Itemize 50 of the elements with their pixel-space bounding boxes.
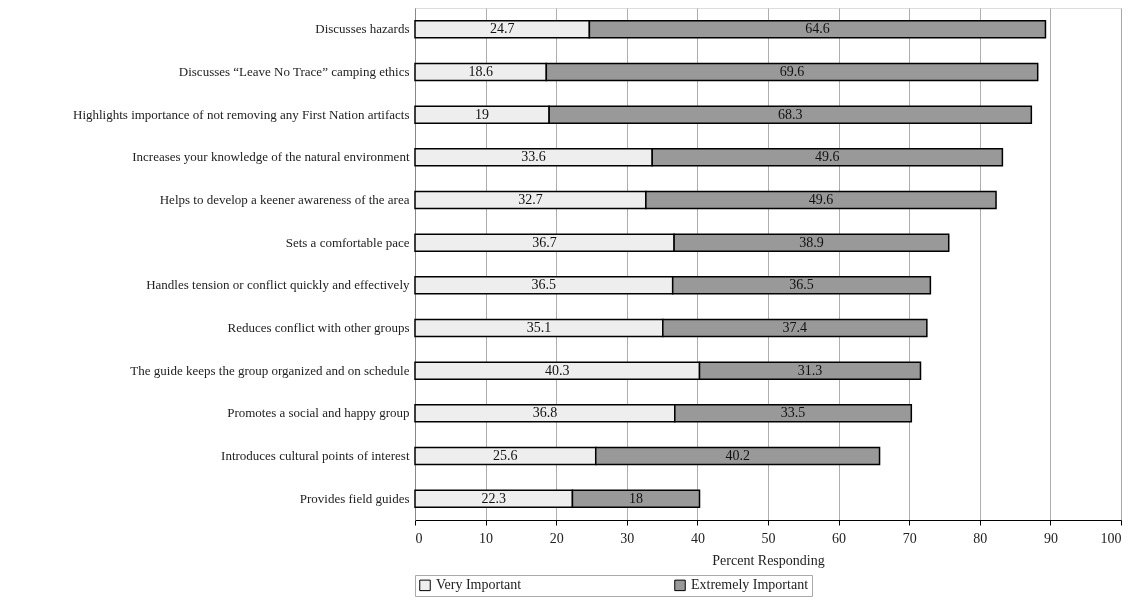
y-tick-label: Introduces cultural points of interest bbox=[221, 448, 410, 463]
y-tick-label: Sets a comfortable pace bbox=[285, 234, 410, 250]
x-tick-label: 20 bbox=[549, 530, 564, 546]
data-label: 33.6 bbox=[521, 149, 546, 165]
x-tick-label: 80 bbox=[973, 530, 988, 546]
data-label: 19 bbox=[475, 106, 490, 122]
y-tick-label: Increases your knowledge of the natural environment bbox=[132, 149, 410, 165]
data-label: 22.3 bbox=[481, 490, 506, 506]
data-label: 31.3 bbox=[797, 362, 823, 378]
x-tick-label: 60 bbox=[832, 530, 847, 546]
x-tick-label: 90 bbox=[1043, 530, 1058, 546]
y-tick-label: Highlights importance of not removing any First Nation artifacts bbox=[73, 106, 410, 122]
x-axis-title: Percent Responding bbox=[712, 552, 825, 568]
x-tick-label: 70 bbox=[902, 530, 917, 546]
legend-label: Very Important bbox=[436, 577, 522, 593]
data-label: 38.9 bbox=[799, 234, 824, 250]
y-tick-label: Provides field guides bbox=[299, 490, 410, 506]
x-tick-label: 30 bbox=[620, 530, 635, 546]
y-tick-label: Reduces conflict with other groups bbox=[227, 320, 410, 335]
data-label: 36.5 bbox=[531, 277, 557, 293]
data-label: 36.7 bbox=[532, 234, 557, 250]
data-label: 37.4 bbox=[782, 320, 808, 335]
data-label: 25.6 bbox=[493, 448, 518, 463]
x-tick-label: 0 bbox=[415, 530, 423, 546]
data-label: 32.7 bbox=[518, 192, 543, 207]
data-label: 49.6 bbox=[808, 192, 834, 207]
y-tick-label: The guide keeps the group organized and on schedule bbox=[130, 362, 410, 378]
data-label: 35.1 bbox=[526, 320, 552, 335]
data-label: 69.6 bbox=[779, 64, 805, 79]
data-label: 24.7 bbox=[489, 21, 515, 37]
data-label: 36.8 bbox=[532, 405, 558, 421]
data-label: 36.5 bbox=[789, 277, 814, 293]
y-tick-label: Promotes a social and happy group bbox=[227, 405, 410, 421]
x-tick-label: 50 bbox=[761, 530, 776, 546]
y-tick-label: Handles tension or conflict quickly and effectively bbox=[146, 277, 410, 293]
x-tick-label: 40 bbox=[690, 530, 705, 546]
data-label: 40.3 bbox=[545, 362, 570, 378]
y-tick-label: Helps to develop a keener awareness of the area bbox=[159, 192, 410, 207]
y-tick-label: Discusses hazards bbox=[315, 21, 410, 37]
y-tick-label: Discusses “Leave No Trace” camping ethics bbox=[178, 64, 410, 79]
data-label: 18.6 bbox=[468, 64, 493, 79]
x-tick-label: 100 bbox=[1100, 530, 1122, 546]
legend-label: Extremely Important bbox=[691, 577, 809, 593]
data-label: 68.3 bbox=[777, 106, 803, 122]
data-label: 18 bbox=[628, 490, 643, 506]
x-tick-label: 10 bbox=[479, 530, 494, 546]
data-label: 49.6 bbox=[815, 149, 840, 165]
data-label: 40.2 bbox=[725, 448, 750, 463]
data-label: 64.6 bbox=[805, 21, 830, 37]
data-label: 33.5 bbox=[780, 405, 806, 421]
